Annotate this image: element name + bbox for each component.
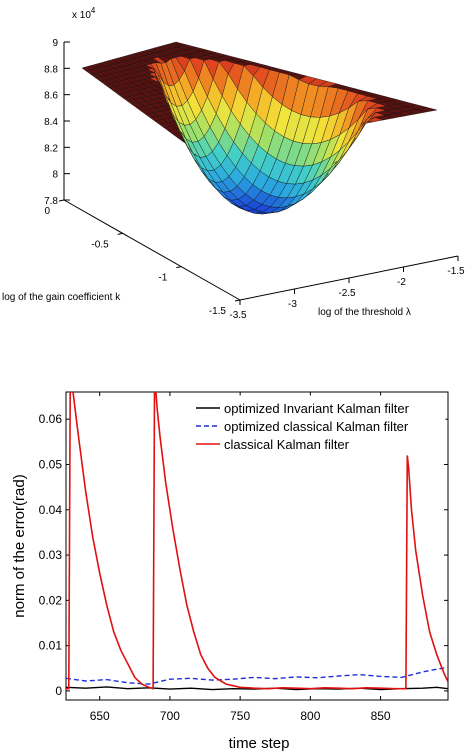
y-tick-label: 0: [55, 684, 62, 698]
x-tick-label: -1.5: [209, 306, 227, 317]
series-line: [66, 666, 448, 685]
y-tick-label: 0.02: [39, 593, 63, 607]
line-chart: 650 700 750 800 850 0 0.01 0.02 0.03 0.04 0.05 0.06…: [11, 391, 449, 752]
z-tick-label: 8.6: [44, 91, 58, 102]
y-tick-label: 0.03: [39, 548, 63, 562]
y-tick-label: -2: [397, 277, 406, 288]
surface-ticks: 98.88.68.48.287.80-0.5-1-1.5 -3.5-3-2.5-2…: [44, 38, 465, 321]
surface-mesh: [81, 41, 438, 215]
y-tick-label: 0.06: [39, 412, 63, 426]
x-tick-mark: [234, 299, 241, 302]
x-tick-label: 850: [371, 709, 391, 723]
z-tick-label: 8.2: [44, 143, 58, 154]
x-axis-label: time step: [229, 735, 290, 752]
y-tick-label: 0.05: [39, 457, 63, 471]
z-tick-label: 8.4: [44, 117, 58, 128]
x-tick-label: 800: [300, 709, 320, 723]
x-axis-label: log of the gain coefficient k: [2, 292, 121, 303]
x-tick-label: 750: [230, 709, 250, 723]
x-tick-mark: [117, 232, 123, 235]
y-axis-label: log of the threshold λ: [318, 307, 411, 318]
y-tick-label: -1.5: [447, 266, 465, 277]
line-series: [66, 392, 448, 691]
surface-patch: [246, 209, 263, 214]
y-axis-label: norm of the error(rad): [11, 474, 28, 617]
x-axis-line: [63, 199, 241, 301]
y-tick-label: -2.5: [338, 288, 356, 299]
y-tick-label: -3.5: [229, 310, 247, 321]
x-tick-mark: [176, 266, 182, 269]
legend-label: classical Kalman filter: [224, 437, 350, 452]
line-ticks: 650 700 750 800 850 0 0.01 0.02 0.03 0.04 0.05 0.06: [39, 392, 448, 723]
legend: optimized Invariant Kalman filter optimiz…: [189, 395, 446, 455]
x-tick-label: -1: [158, 273, 167, 284]
y-tick-label: -3: [288, 299, 297, 310]
x-tick-label: 700: [160, 709, 180, 723]
x-tick-mark: [58, 199, 65, 202]
x-tick-label: 0: [44, 206, 50, 217]
y-tick-label: 0.04: [39, 503, 63, 517]
z-tick-label: 8.8: [44, 64, 58, 75]
z-tick-label: 7.8: [44, 196, 58, 207]
legend-label: optimized Invariant Kalman filter: [224, 401, 410, 416]
z-exponent-label: x 104: [72, 6, 96, 21]
x-tick-label: -0.5: [91, 239, 109, 250]
z-tick-label: 8: [52, 170, 58, 181]
series-line: [66, 392, 448, 690]
z-tick-label: 9: [52, 38, 58, 49]
y-tick-label: 0.01: [39, 639, 63, 653]
x-tick-label: 650: [90, 709, 110, 723]
surface-plot: 98.88.68.48.287.80-0.5-1-1.5 -3.5-3-2.5-2…: [2, 6, 465, 321]
legend-label: optimized classical Kalman filter: [224, 419, 409, 434]
legend-box: [189, 395, 446, 455]
